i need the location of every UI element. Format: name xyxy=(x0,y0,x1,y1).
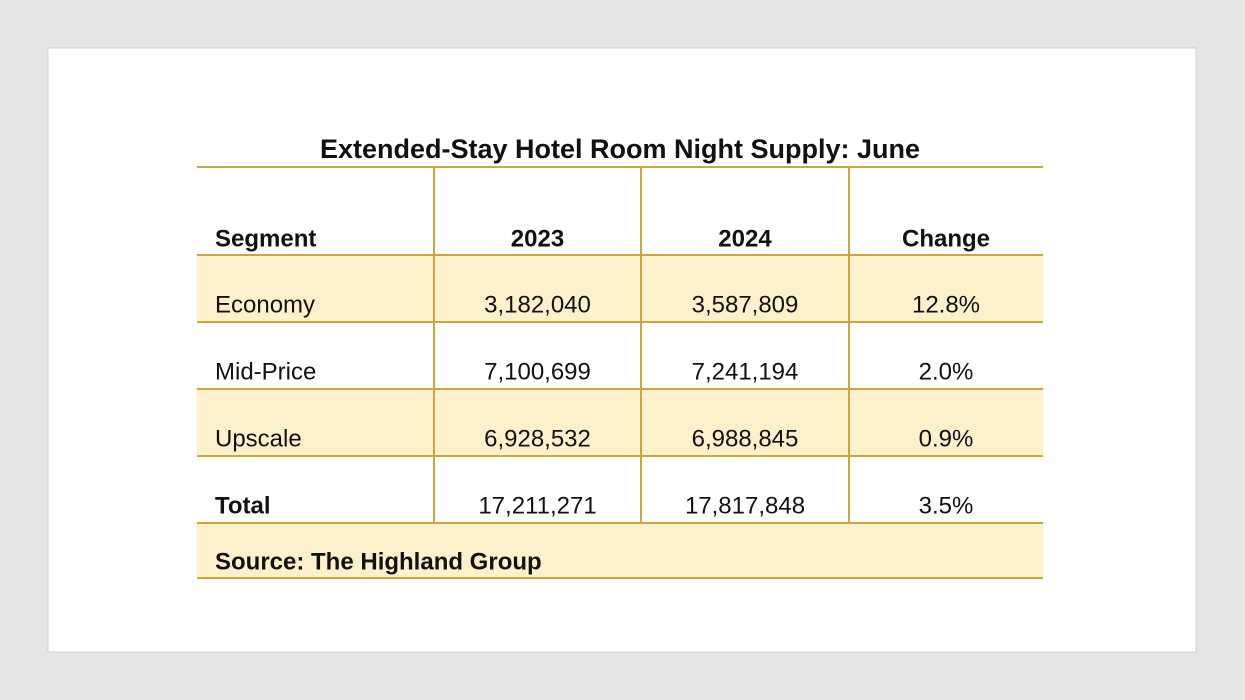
cell: 2.0% xyxy=(919,358,974,385)
cell: 17,211,271 xyxy=(478,492,596,519)
source-shade xyxy=(197,523,1043,578)
cell: 6,928,532 xyxy=(484,425,591,452)
row-label: Economy xyxy=(215,291,315,318)
cell: 3,182,040 xyxy=(484,291,591,318)
cell: 7,100,699 xyxy=(484,358,591,385)
table-title: Extended-Stay Hotel Room Night Supply: J… xyxy=(320,134,920,164)
row-shade xyxy=(197,255,1043,322)
cell: 0.9% xyxy=(919,425,974,452)
cell: 3.5% xyxy=(919,492,974,519)
cell: 3,587,809 xyxy=(692,291,799,318)
source-note: Source: The Highland Group xyxy=(215,548,542,575)
cell: 6,988,845 xyxy=(692,425,799,452)
row-label: Segment xyxy=(215,225,316,252)
cell: 7,241,194 xyxy=(692,358,799,385)
row-label: Mid-Price xyxy=(215,358,316,385)
row-label: Upscale xyxy=(215,425,302,452)
cell: 2023 xyxy=(511,225,564,252)
row-label: Total xyxy=(215,492,271,519)
cell: 17,817,848 xyxy=(685,492,805,519)
cell: Change xyxy=(902,225,990,252)
cell: 12.8% xyxy=(912,291,980,318)
cell: 2024 xyxy=(718,225,772,252)
row-shade xyxy=(197,389,1043,456)
